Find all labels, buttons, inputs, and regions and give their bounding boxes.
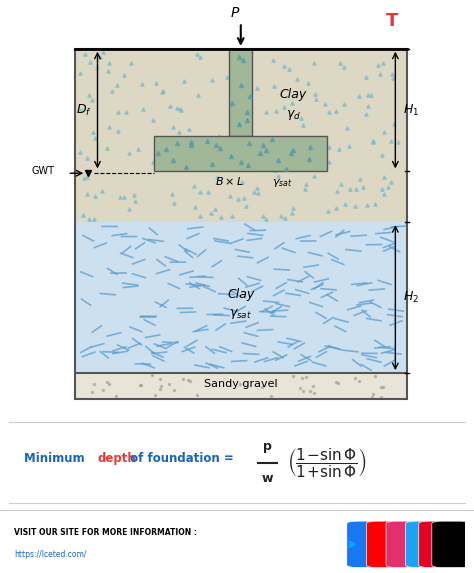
Bar	[75, 173, 407, 222]
Bar	[75, 373, 407, 399]
Text: $\gamma_{sat}$: $\gamma_{sat}$	[272, 176, 292, 189]
Text: TM: TM	[450, 8, 461, 14]
Text: $B \times L$: $B \times L$	[215, 175, 244, 187]
Text: T: T	[386, 11, 399, 30]
Text: Clay: Clay	[280, 88, 307, 101]
Text: $\gamma_{sat}$: $\gamma_{sat}$	[229, 308, 252, 321]
Text: Clay: Clay	[227, 288, 255, 301]
FancyBboxPatch shape	[386, 521, 425, 567]
Text: https://lceted.com/: https://lceted.com/	[14, 550, 87, 559]
Bar	[75, 49, 407, 173]
Text: $P$: $P$	[230, 6, 240, 19]
Text: FOLLOW US ON: FOLLOW US ON	[257, 537, 329, 546]
Text: INSTITUTE FOR CIVIL ENGINEERS: INSTITUTE FOR CIVIL ENGINEERS	[341, 33, 431, 38]
Text: Minimum: Minimum	[24, 452, 89, 465]
Text: GWT: GWT	[31, 166, 54, 176]
FancyBboxPatch shape	[432, 521, 471, 567]
Text: w: w	[262, 472, 273, 485]
Text: $H_2$: $H_2$	[403, 290, 419, 305]
Text: LCE: LCE	[341, 11, 378, 30]
FancyBboxPatch shape	[366, 521, 406, 567]
Text: $\gamma_d$: $\gamma_d$	[286, 108, 301, 121]
Bar	[154, 135, 328, 171]
Text: Sandy gravel: Sandy gravel	[204, 379, 278, 390]
FancyBboxPatch shape	[406, 521, 445, 567]
Bar	[229, 49, 252, 135]
Text: $H_1$: $H_1$	[403, 103, 419, 117]
Text: $D_f$: $D_f$	[76, 103, 92, 117]
Bar	[75, 49, 407, 399]
Text: p: p	[264, 440, 272, 453]
Text: ED: ED	[397, 11, 424, 30]
Text: depth: depth	[97, 452, 136, 465]
Bar	[75, 222, 407, 373]
FancyBboxPatch shape	[347, 521, 386, 567]
Text: of foundation =: of foundation =	[126, 452, 237, 465]
Text: VISIT OUR SITE FOR MORE INFORMATION :: VISIT OUR SITE FOR MORE INFORMATION :	[14, 528, 197, 537]
FancyBboxPatch shape	[419, 521, 458, 567]
Text: $\left(\dfrac{1\!-\!\sin\Phi}{1\!+\!\sin\Phi}\right)$: $\left(\dfrac{1\!-\!\sin\Phi}{1\!+\!\sin…	[287, 446, 366, 479]
